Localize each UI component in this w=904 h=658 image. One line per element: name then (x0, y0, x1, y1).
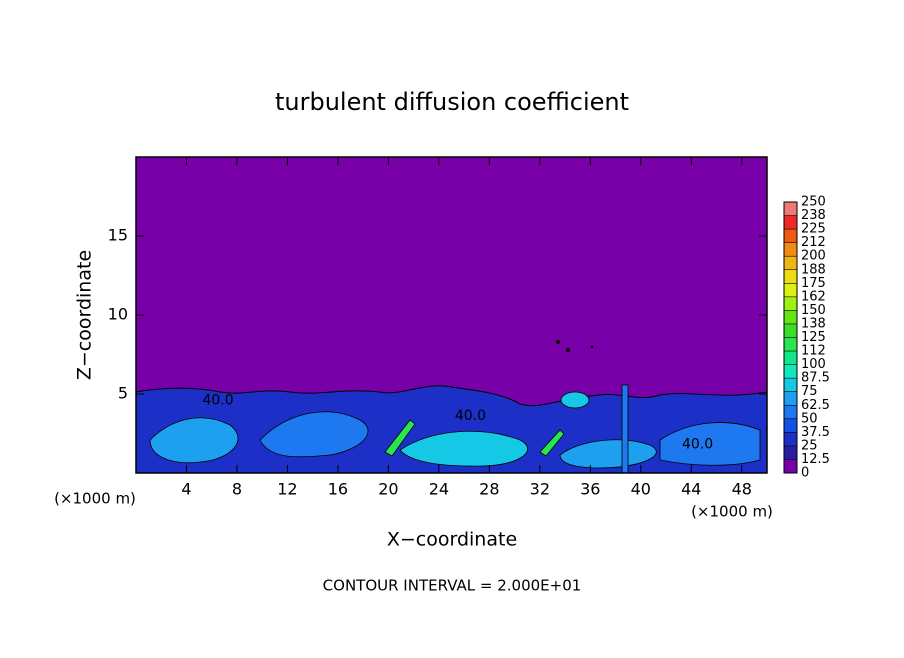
colorbar-segment (784, 310, 797, 324)
colorbar-label: 212 (801, 235, 826, 250)
y-tick-label: 10 (108, 305, 128, 324)
colorbar-label: 188 (801, 262, 826, 277)
colorbar-label: 225 (801, 222, 826, 237)
x-tick-label: 36 (580, 480, 600, 499)
colorbar-segment (784, 445, 797, 460)
colorbar-segment (784, 337, 797, 352)
x-tick-label: 20 (378, 480, 398, 499)
colorbar-label: 250 (801, 195, 826, 210)
colorbar-label: 175 (801, 276, 826, 291)
colorbar-segment (784, 269, 797, 284)
colorbar-label: 150 (801, 303, 826, 318)
colorbar-segment (784, 405, 797, 419)
x-tick-label: 16 (328, 480, 348, 499)
colorbar-segment (784, 242, 797, 257)
colorbar-segment (784, 351, 797, 365)
x-tick-label: 48 (732, 480, 752, 499)
colorbar-label: 238 (801, 208, 826, 223)
footnote: CONTOUR INTERVAL = 2.000E+01 (323, 577, 582, 595)
colorbar-segment (784, 229, 797, 243)
x-tick-label: 28 (479, 480, 499, 499)
x-tick-label: 44 (681, 480, 701, 499)
turbulent-layer (135, 340, 768, 474)
colorbar-label: 62.5 (801, 398, 830, 413)
colorbar-segment (784, 296, 797, 311)
colorbar-segment (784, 432, 797, 446)
colorbar-label: 12.5 (801, 452, 830, 467)
colorbar-label: 87.5 (801, 371, 830, 386)
x-tick-label: 8 (232, 480, 242, 499)
x-axis-label: X−coordinate (387, 529, 517, 551)
x-unit-label: (×1000 m) (691, 503, 773, 521)
y-tick-label: 15 (108, 226, 128, 245)
x-tick-label: 4 (181, 480, 191, 499)
colorbar-label: 162 (801, 289, 826, 304)
colorbar-label: 37.5 (801, 425, 830, 440)
contour-label: 40.0 (455, 408, 486, 424)
colorbar-label: 75 (801, 384, 818, 399)
x-tick-label: 32 (530, 480, 550, 499)
x-tick-label: 40 (631, 480, 651, 499)
colorbar-label: 25 (801, 438, 818, 453)
y-tick-label: 5 (118, 384, 128, 403)
colorbar-label: 138 (801, 316, 826, 331)
colorbar-segment (784, 215, 797, 230)
colorbar-segment (784, 256, 797, 270)
contour-label: 40.0 (682, 437, 713, 453)
colorbar-segment (784, 459, 797, 473)
colorbar-segment (784, 202, 797, 216)
colorbar-segment (784, 391, 797, 406)
colorbar-segment (784, 418, 797, 433)
contour-label: 40.0 (202, 392, 233, 408)
x-tick-label: 24 (429, 480, 449, 499)
colorbar-label: 100 (801, 357, 826, 372)
colorbar-label: 0 (801, 466, 809, 481)
colorbar-segment (784, 378, 797, 392)
colorbar-segment (784, 283, 797, 297)
colorbar-label: 50 (801, 411, 818, 426)
x-tick-label: 12 (277, 480, 297, 499)
colorbar-segment (784, 364, 797, 379)
colorbar-label: 112 (801, 344, 826, 359)
colorbar-segment (784, 323, 797, 338)
colorbar-label: 200 (801, 249, 826, 264)
x-unit-label: (×1000 m) (54, 490, 136, 508)
axes: 40.040.040.04 8 12 16 20 24 28 32 36 40 44 48510150… (108, 156, 830, 499)
y-axis-label: Z−coordinate (74, 250, 96, 380)
colorbar-label: 125 (801, 330, 826, 345)
chart-title: turbulent diffusion coefficient (275, 88, 629, 116)
